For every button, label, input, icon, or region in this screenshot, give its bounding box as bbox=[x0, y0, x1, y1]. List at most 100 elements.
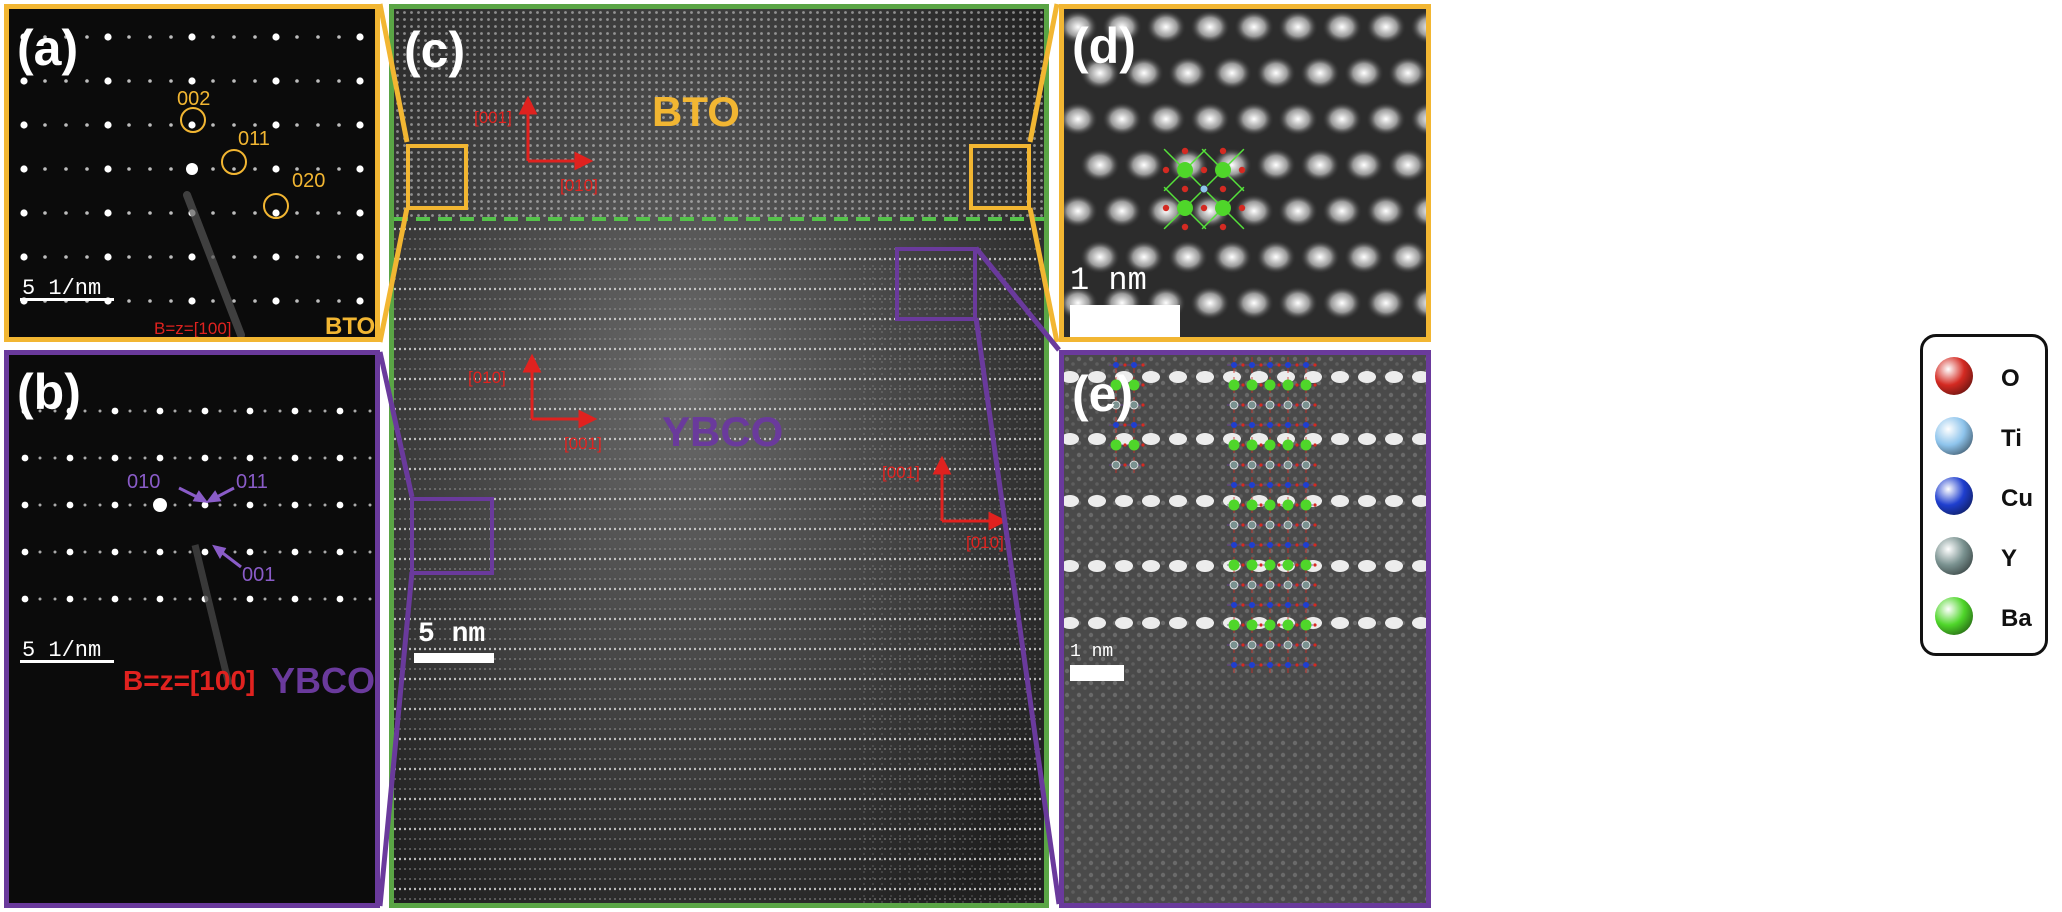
model-atom-ba bbox=[1177, 200, 1193, 216]
model-atom-o bbox=[1277, 363, 1281, 367]
model-atom-o bbox=[1219, 223, 1227, 231]
atom-column bbox=[1344, 148, 1384, 182]
model-atom-y bbox=[1111, 400, 1121, 410]
material-label-a: BTO bbox=[325, 313, 376, 340]
zone-axis-b: B=z=[100] bbox=[123, 665, 256, 696]
model-atom-ba bbox=[1264, 439, 1276, 451]
zone-axis-a: B=z=[100] bbox=[154, 319, 232, 338]
atom-column bbox=[1146, 10, 1186, 44]
atom-column bbox=[1196, 495, 1214, 507]
model-atom-o bbox=[1200, 166, 1208, 174]
atom-column bbox=[1256, 56, 1296, 90]
model-atom-cu bbox=[1249, 602, 1255, 608]
model-atom-y bbox=[1301, 640, 1311, 650]
diffraction-spot bbox=[128, 409, 132, 413]
diffraction-spot bbox=[272, 33, 280, 41]
diffraction-spot bbox=[336, 454, 344, 462]
atom-column bbox=[1142, 617, 1160, 629]
model-atom-cu bbox=[1285, 542, 1291, 548]
model-atom-o bbox=[1241, 443, 1245, 447]
ybco-model bbox=[1109, 357, 1317, 673]
model-atom-o bbox=[1277, 443, 1281, 447]
model-atom-o bbox=[1295, 563, 1299, 567]
model-atom-o bbox=[1313, 443, 1317, 447]
model-atom-o bbox=[1277, 583, 1281, 587]
diffraction-spot bbox=[253, 123, 257, 127]
diffraction-spot bbox=[38, 409, 42, 413]
atom-column bbox=[1331, 617, 1349, 629]
diffraction-spot bbox=[64, 255, 68, 259]
atom-column bbox=[1169, 617, 1187, 629]
model-atom-o bbox=[1141, 443, 1145, 447]
diffraction-spot bbox=[232, 255, 236, 259]
diffraction-spot bbox=[104, 77, 112, 85]
atom-column bbox=[1344, 56, 1384, 90]
diffraction-spot bbox=[156, 454, 164, 462]
model-atom-o bbox=[1141, 423, 1145, 427]
atom-column bbox=[1088, 495, 1106, 507]
diffraction-spot bbox=[188, 456, 192, 460]
diffraction-spot bbox=[316, 299, 320, 303]
model-atom-cu bbox=[1231, 662, 1237, 668]
diffraction-spot bbox=[278, 503, 282, 507]
diffraction-spot bbox=[278, 409, 282, 413]
model-atom-ba bbox=[1215, 200, 1231, 216]
model-atom-y bbox=[1229, 460, 1239, 470]
diffraction-spot bbox=[66, 407, 74, 415]
atom-column bbox=[1388, 240, 1426, 274]
diffraction-spot bbox=[43, 167, 47, 171]
diffraction-spot bbox=[169, 299, 173, 303]
legend-ball-ti bbox=[1935, 417, 1973, 455]
model-atom-o bbox=[1295, 523, 1299, 527]
model-atom-ba bbox=[1282, 619, 1294, 631]
model-atom-y bbox=[1129, 400, 1139, 410]
scale-bar-e bbox=[1070, 665, 1124, 681]
diffraction-spot bbox=[21, 548, 29, 556]
spot-label-001: 001 bbox=[242, 564, 276, 586]
atom-column bbox=[1300, 148, 1340, 182]
diffraction-spot bbox=[143, 409, 147, 413]
stem-image-e bbox=[1064, 355, 1426, 903]
diffraction-spot bbox=[188, 409, 192, 413]
model-atom-y bbox=[1265, 640, 1275, 650]
atom-column bbox=[1322, 194, 1362, 228]
axis-ybco-right-vertical-label: [001] bbox=[882, 463, 920, 482]
model-atom-ba bbox=[1300, 559, 1312, 571]
panel-d-bto-atomic: (d) 1 nm bbox=[1059, 4, 1431, 342]
model-atom-o bbox=[1259, 363, 1263, 367]
diffraction-spot bbox=[127, 255, 131, 259]
atom-column bbox=[1064, 617, 1079, 629]
diffraction-spot bbox=[233, 503, 237, 507]
diffraction-spot bbox=[295, 35, 299, 39]
model-atom-y bbox=[1111, 460, 1121, 470]
region-label-ybco: YBCO bbox=[662, 408, 784, 455]
stem-image-d bbox=[1064, 10, 1426, 320]
model-atom-y bbox=[1301, 400, 1311, 410]
diffraction-spot bbox=[232, 79, 236, 83]
atom-column bbox=[1412, 433, 1426, 445]
model-atom-o bbox=[1295, 423, 1299, 427]
atom-column bbox=[1304, 371, 1322, 383]
central-beam bbox=[153, 498, 167, 512]
diffraction-spot bbox=[20, 121, 28, 129]
diffraction-spot bbox=[316, 255, 320, 259]
atom-column bbox=[1080, 148, 1120, 182]
diffraction-spot bbox=[127, 167, 131, 171]
model-atom-o bbox=[1259, 443, 1263, 447]
model-atom-y bbox=[1301, 580, 1311, 590]
pointer-arrows-b bbox=[178, 486, 242, 569]
diffraction-spot bbox=[20, 165, 28, 173]
atom-column bbox=[1385, 433, 1403, 445]
diffraction-spot bbox=[104, 253, 112, 261]
diffraction-spot bbox=[368, 597, 372, 601]
diffraction-pattern-b bbox=[21, 407, 372, 686]
diffraction-spot bbox=[356, 121, 364, 129]
diffraction-spot bbox=[20, 253, 28, 261]
model-atom-y bbox=[1265, 400, 1275, 410]
diffraction-spot bbox=[188, 253, 196, 261]
model-atom-y bbox=[1283, 580, 1293, 590]
model-atom-cu bbox=[1267, 662, 1273, 668]
atom-column bbox=[1088, 560, 1106, 572]
atom-column bbox=[1331, 433, 1349, 445]
diffraction-spot bbox=[291, 454, 299, 462]
